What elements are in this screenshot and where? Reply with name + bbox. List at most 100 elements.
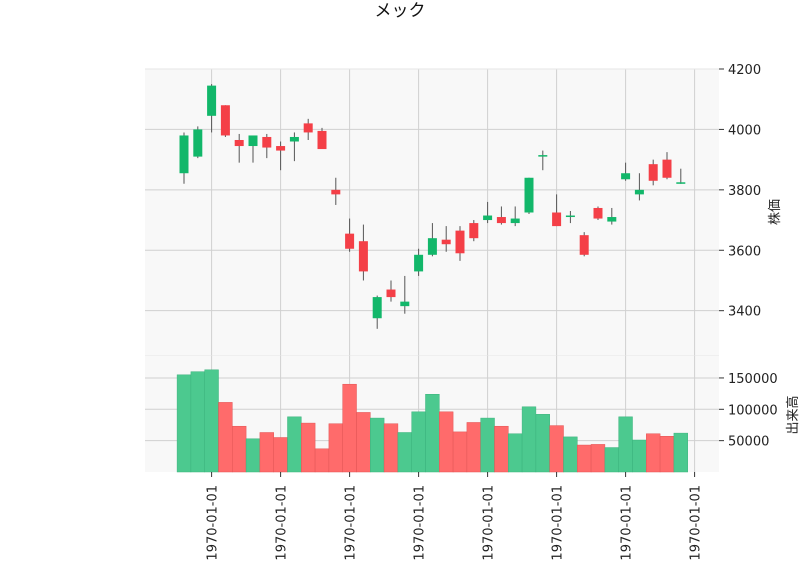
volume-bar — [439, 411, 454, 473]
candle-body — [345, 233, 355, 249]
candle-body — [234, 139, 244, 147]
volume-bar — [480, 417, 495, 473]
volume-bar — [494, 425, 509, 473]
candle-body — [469, 223, 479, 239]
volume-bar — [328, 423, 343, 473]
candle-body — [386, 289, 396, 298]
x-axis: 1970-01-01 1970-01-01 1970-01-01 1970-01-01… — [206, 472, 704, 561]
x-tick-label: 1970-01-01 — [206, 485, 221, 561]
volume-y-axis: 50000 100000 150000 — [719, 372, 778, 450]
volume-bar — [232, 425, 247, 473]
volume-bar — [659, 436, 675, 473]
candle-body — [303, 123, 313, 133]
candle-body — [358, 241, 368, 272]
volume-bar — [356, 412, 371, 473]
candle-body — [262, 136, 272, 148]
volume-tick-label: 150000 — [728, 372, 778, 387]
price-tick-label: 4200 — [728, 63, 761, 78]
candle-body — [565, 215, 575, 218]
candle-body — [496, 217, 506, 224]
candle-body — [552, 212, 562, 227]
volume-bar — [604, 447, 619, 473]
candle-body — [510, 218, 520, 224]
volume-bar — [508, 433, 523, 473]
volume-bar — [259, 432, 274, 473]
volume-bar — [535, 414, 550, 473]
candle-body — [179, 135, 189, 174]
volume-bar — [411, 411, 426, 473]
volume-bar — [383, 423, 399, 473]
volume-bar — [632, 439, 647, 473]
candle-body — [455, 230, 465, 254]
candle-body — [538, 155, 548, 157]
price-y-axis: 3400 3600 3800 4000 4200 — [719, 63, 761, 320]
candle-body — [676, 182, 686, 184]
volume-bar — [549, 425, 564, 473]
candle-body — [317, 130, 327, 150]
x-tick-label: 1970-01-01 — [344, 485, 359, 561]
candle-body — [593, 207, 603, 219]
volume-bar — [466, 422, 481, 473]
candle-body — [579, 235, 589, 255]
volume-bar — [176, 374, 192, 473]
volume-bar — [618, 416, 633, 473]
volume-axis-label: 出来高 — [785, 395, 800, 434]
candle-body — [248, 135, 258, 147]
x-tick-label: 1970-01-01 — [689, 485, 704, 561]
volume-bar — [590, 444, 606, 473]
candle-body — [414, 254, 424, 272]
candle-body — [634, 189, 644, 195]
price-axis-label: 株価 — [768, 199, 783, 225]
price-candles — [179, 84, 686, 329]
price-tick-label: 3800 — [728, 184, 761, 199]
candle-body — [207, 85, 217, 116]
candle-body — [441, 239, 451, 245]
candle-body — [621, 173, 631, 180]
volume-bar — [273, 437, 288, 473]
volume-bar — [563, 436, 578, 473]
volume-bar — [577, 444, 592, 473]
volume-bar — [287, 416, 302, 473]
volume-bar — [245, 438, 261, 473]
volume-bar — [370, 417, 385, 473]
price-tick-label: 3400 — [728, 305, 761, 320]
price-panel-background — [145, 69, 719, 356]
volume-bar — [190, 371, 205, 473]
candle-body — [662, 159, 672, 178]
candle-body — [648, 164, 658, 181]
volume-bar — [397, 432, 412, 473]
chart-title: メック — [375, 1, 426, 21]
volume-bar — [425, 393, 440, 473]
x-tick-label: 1970-01-01 — [482, 485, 497, 561]
candle-body — [289, 136, 299, 142]
candle-body — [483, 215, 493, 221]
volume-tick-label: 50000 — [728, 435, 769, 450]
volume-bar — [314, 448, 330, 473]
volume-bars — [176, 369, 688, 473]
x-tick-label: 1970-01-01 — [551, 485, 566, 561]
candle-body — [427, 238, 437, 255]
candle-body — [607, 217, 617, 222]
candle-body — [400, 301, 410, 307]
candle-body — [276, 146, 286, 151]
candle-body — [524, 177, 534, 213]
volume-bar — [342, 383, 357, 473]
candle-body — [372, 297, 382, 319]
price-tick-label: 4000 — [728, 123, 761, 138]
volume-bar — [646, 433, 661, 473]
volume-bar — [204, 369, 219, 473]
volume-bar — [521, 406, 537, 473]
candle-body — [331, 189, 341, 195]
volume-tick-label: 100000 — [728, 403, 778, 418]
volume-bar — [673, 432, 688, 473]
volume-bar — [218, 402, 233, 473]
volume-bar — [301, 422, 316, 473]
price-tick-label: 3600 — [728, 244, 761, 259]
x-tick-label: 1970-01-01 — [413, 485, 428, 561]
candle-body — [220, 105, 230, 136]
candle-body — [193, 129, 203, 157]
x-tick-label: 1970-01-01 — [275, 485, 290, 561]
volume-bar — [452, 431, 468, 473]
x-tick-label: 1970-01-01 — [620, 485, 635, 561]
